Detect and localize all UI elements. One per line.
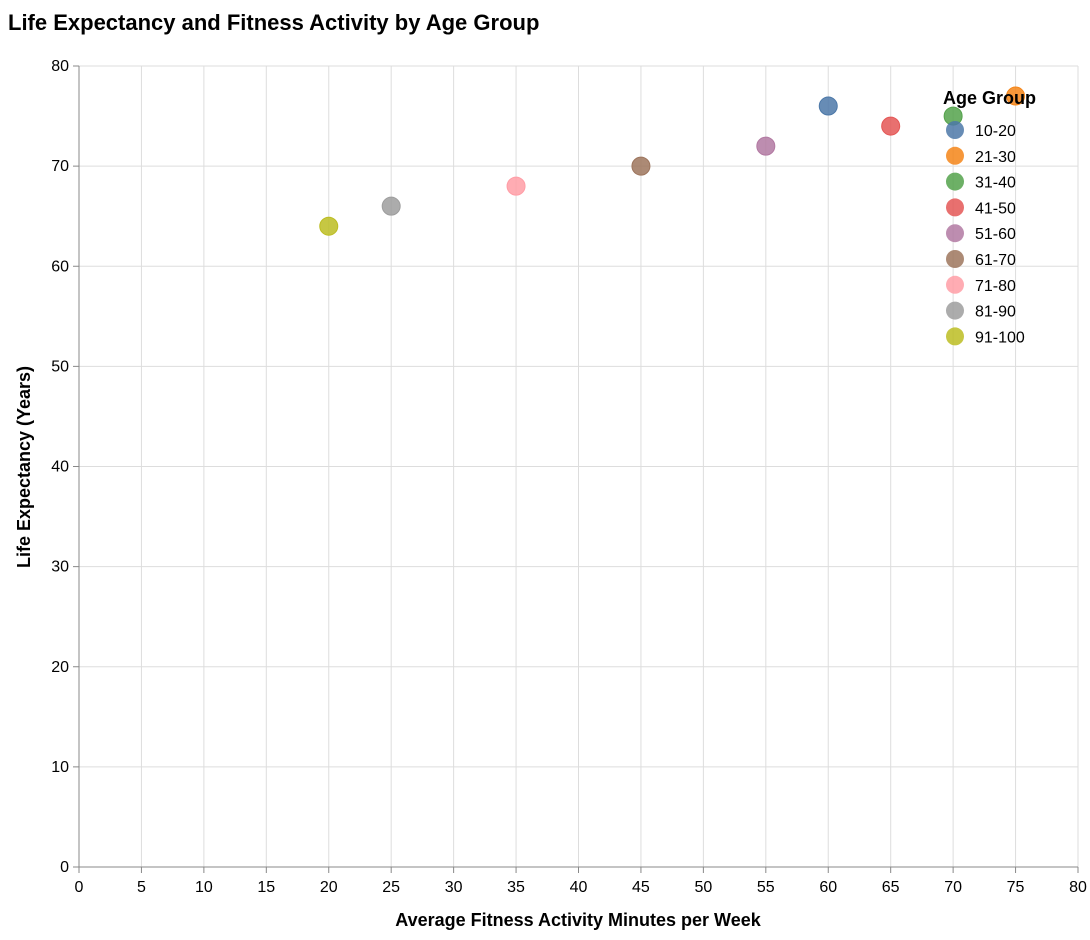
y-tick-label: 50 [51, 358, 69, 375]
y-tick-label: 10 [51, 759, 69, 776]
grid [78, 65, 1079, 868]
legend-label: 31-40 [975, 175, 1016, 192]
legend-symbol [946, 275, 964, 294]
y-tick-label: 30 [51, 559, 69, 576]
x-tick-label: 55 [757, 879, 775, 896]
y-axis-title: Life Expectancy (Years) [14, 366, 34, 568]
y-tick-label: 60 [51, 258, 69, 275]
x-tick-label: 80 [1069, 879, 1087, 896]
x-tick-label: 60 [819, 879, 837, 896]
data-points [319, 86, 1026, 236]
x-tick-label: 45 [632, 879, 650, 896]
data-point-21-30 [1006, 86, 1026, 106]
legend-label: 51-60 [975, 226, 1016, 243]
x-tick-label: 75 [1007, 879, 1025, 896]
y-tick-label: 40 [51, 459, 69, 476]
legend-title: Age Group [943, 88, 1036, 108]
data-point-51-60 [756, 136, 776, 156]
data-point-71-80 [506, 176, 526, 196]
legend-symbol [946, 121, 964, 139]
x-tick-label: 50 [694, 879, 712, 896]
data-point-10-20 [818, 96, 838, 116]
data-point-41-50 [881, 116, 901, 136]
data-point-91-100 [319, 216, 339, 236]
x-tick-label: 0 [75, 879, 84, 896]
legend-symbol [946, 172, 964, 191]
legend-items: 10-20 21-30 31-40 41-50 51-60 61-70 71-80 81-90… [946, 121, 1025, 346]
legend-symbol [946, 250, 964, 268]
y-tick-label: 0 [60, 859, 69, 876]
x-axis-title: Average Fitness Activity Minutes per Wee… [395, 910, 761, 930]
x-tick-label: 35 [507, 879, 525, 896]
legend-symbol [946, 327, 964, 346]
y-tick-label: 80 [51, 58, 69, 75]
x-tick-label: 5 [137, 879, 146, 896]
legend-symbol [946, 301, 964, 320]
x-tick-label: 70 [944, 879, 962, 896]
legend-label: 41-50 [975, 200, 1016, 217]
legend-label: 91-100 [975, 329, 1025, 346]
x-tick-label: 15 [257, 879, 275, 896]
legend: Age Group 10-20 21-30 31-40 41-50 51-60 61-70… [943, 88, 1036, 346]
x-tick-label: 10 [195, 879, 213, 896]
axes: 0 5 10 15 20 25 30 35 40 45 50 55 60 65 70 75 80 0 10 20 30 4… [51, 58, 1087, 896]
x-tick-label: 30 [445, 879, 463, 896]
legend-label: 71-80 [975, 278, 1016, 295]
x-tick-label: 25 [382, 879, 400, 896]
legend-symbol [946, 198, 964, 217]
y-tick-label: 20 [51, 659, 69, 676]
legend-label: 81-90 [975, 304, 1016, 321]
legend-symbol [946, 146, 964, 165]
legend-label: 10-20 [975, 123, 1016, 140]
legend-symbol [946, 224, 964, 243]
legend-label: 21-30 [975, 149, 1016, 166]
data-point-81-90 [381, 196, 401, 216]
x-tick-label: 20 [320, 879, 338, 896]
y-tick-label: 70 [51, 158, 69, 175]
chart-title: Life Expectancy and Fitness Activity by … [8, 10, 539, 35]
x-tick-label: 65 [882, 879, 900, 896]
data-point-61-70 [631, 156, 651, 176]
x-tick-label: 40 [570, 879, 588, 896]
legend-label: 61-70 [975, 252, 1016, 269]
